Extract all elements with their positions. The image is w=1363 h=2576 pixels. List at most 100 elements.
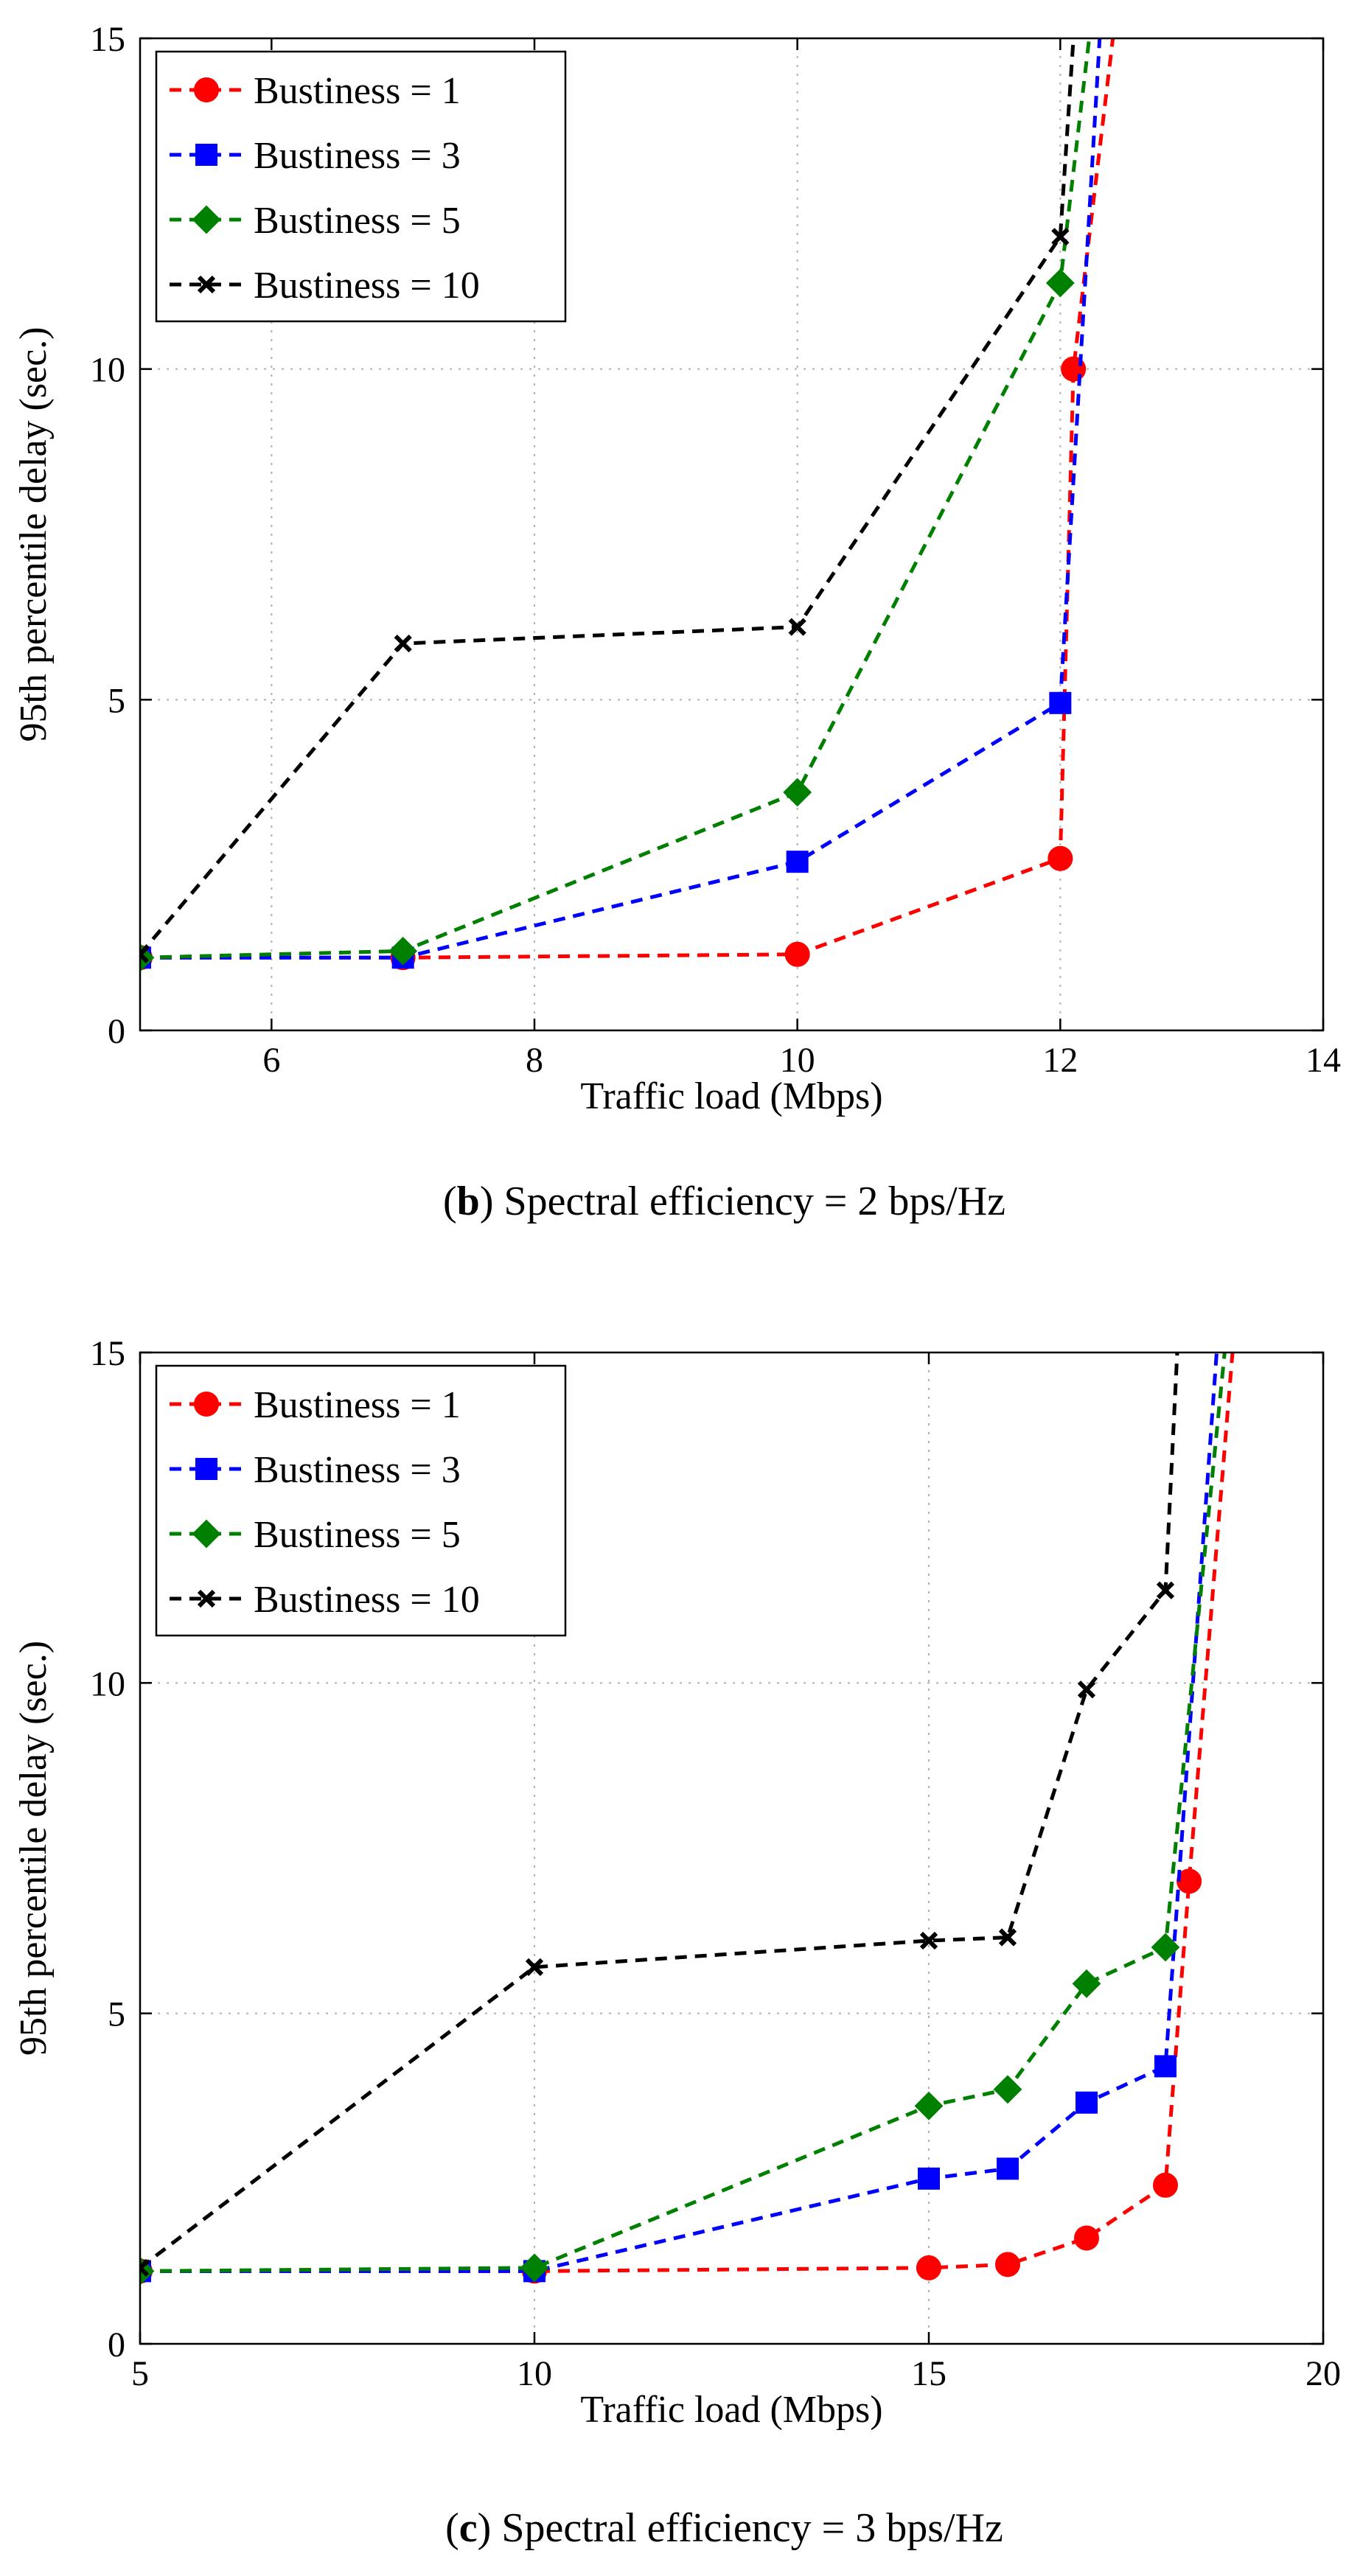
data-point [783,778,812,807]
legend-box [155,1364,567,1637]
y-tick-label: 5 [108,1995,125,2034]
data-point [520,2253,549,2283]
legend-marker [192,1519,221,1549]
figure-caption: (b) Spectral efficiency = 2 bps/Hz [443,1179,1005,1224]
caption-paren-close: ) [480,1179,504,1224]
x-tick-label: 14 [1306,1041,1341,1080]
data-point [916,2255,941,2280]
data-point [1051,228,1070,246]
data-point [918,2167,940,2190]
legend-label: Bustiness = 1 [254,70,461,112]
legend-marker [197,275,216,294]
legend-label: Bustiness = 10 [254,265,480,307]
caption-panel-label: c [459,2505,478,2551]
data-point [786,851,809,873]
data-point [1074,2225,1099,2251]
data-point [140,2258,150,2277]
x-axis-label: Traffic load (Mbps) [580,2389,882,2431]
legend-label: Bustiness = 10 [254,1579,480,1621]
caption-panel-label: b [457,1179,480,1224]
caption-paren-open: ( [445,2505,459,2551]
series-2 [140,1352,1219,2283]
series-3 [140,1352,1227,2286]
y-axis-label: 95th percentile delay (sec.) [13,1641,55,2056]
x-tick-label: 20 [1306,2354,1341,2393]
legend-marker [194,1392,219,1417]
data-point [1077,1680,1096,1699]
y-axis-label: 95th percentile delay (sec.) [13,327,55,741]
axes-frame [139,37,1325,1032]
series-group [140,38,1115,972]
data-point [1076,2091,1098,2114]
data-point [1156,1581,1175,1599]
chart-panel-b: 6 8 10 12 14 0 5 10 15 Traffic load (Mbps) 95th pe… [13,20,1341,1224]
data-point [914,2091,944,2121]
data-point [1049,691,1072,714]
data-point [788,618,806,636]
series-3 [140,38,1092,972]
data-point [525,1958,544,1977]
legend: Bustiness = 1 Bustiness = 3 Bustiness = 5 B… [155,1364,567,1637]
data-point [993,2075,1022,2104]
legend-entry-1: Bustiness = 1 [170,70,461,112]
legend-entry-2: Bustiness = 3 [170,135,461,177]
x-tick-label: 15 [911,2354,947,2393]
data-point [998,1928,1017,1947]
x-tick-label: 10 [780,1041,815,1080]
data-point [1151,1933,1180,1962]
legend-label: Bustiness = 3 [254,1449,461,1491]
legend-marker [197,1589,216,1608]
y-tick-label: 15 [90,20,125,59]
data-point [1154,2055,1176,2078]
legend-marker [192,205,221,234]
series-line [140,38,1102,960]
y-tick-label: 15 [90,1334,125,1373]
y-tick-label: 10 [90,1664,125,1703]
x-axis-label: Traffic load (Mbps) [580,1075,882,1117]
legend-label: Bustiness = 1 [254,1384,461,1426]
axes-frame [139,1351,1325,2345]
data-point [784,941,810,967]
legend-entry-2: Bustiness = 3 [170,1449,461,1491]
legend-label: Bustiness = 5 [254,1514,461,1556]
data-point [1153,2172,1178,2198]
legend-marker [195,1458,217,1480]
legend-box [155,50,567,323]
series-group [140,1352,1235,2286]
data-point [919,1931,938,1950]
data-point [140,945,150,963]
legend-entry-3: Bustiness = 5 [170,200,461,242]
legend-entry-4: Bustiness = 10 [170,265,480,307]
legend: Bustiness = 1 Bustiness = 3 Bustiness = 5 B… [155,50,567,323]
y-tick-label: 0 [108,2325,125,2364]
x-tick-label: 8 [526,1041,543,1080]
data-point [1072,1969,1101,1998]
figure-caption: (c) Spectral efficiency = 3 bps/Hz [445,2505,1003,2551]
data-point [388,936,418,966]
data-point [1045,268,1075,298]
legend-entry-4: Bustiness = 10 [170,1579,480,1621]
legend-marker [194,77,219,102]
series-4 [140,38,1076,963]
series-4 [140,1352,1179,2277]
legend-entry-1: Bustiness = 1 [170,1384,461,1426]
y-tick-label: 0 [108,1012,125,1051]
y-tick-label: 10 [90,351,125,390]
data-point [394,634,412,653]
x-tick-label: 5 [131,2354,149,2393]
x-tick-label: 10 [517,2354,552,2393]
legend-entry-3: Bustiness = 5 [170,1514,461,1556]
data-point [1047,845,1073,871]
legend-label: Bustiness = 5 [254,200,461,242]
caption-text: Spectral efficiency = 2 bps/Hz [503,1179,1005,1224]
data-point [995,2252,1020,2277]
legend-marker [195,144,217,166]
x-tick-label: 12 [1042,1041,1078,1080]
x-tick-label: 6 [262,1041,280,1080]
series-line [140,1352,1235,2273]
y-tick-label: 5 [108,681,125,720]
legend-label: Bustiness = 3 [254,135,461,177]
caption-paren-open: ( [443,1179,457,1224]
